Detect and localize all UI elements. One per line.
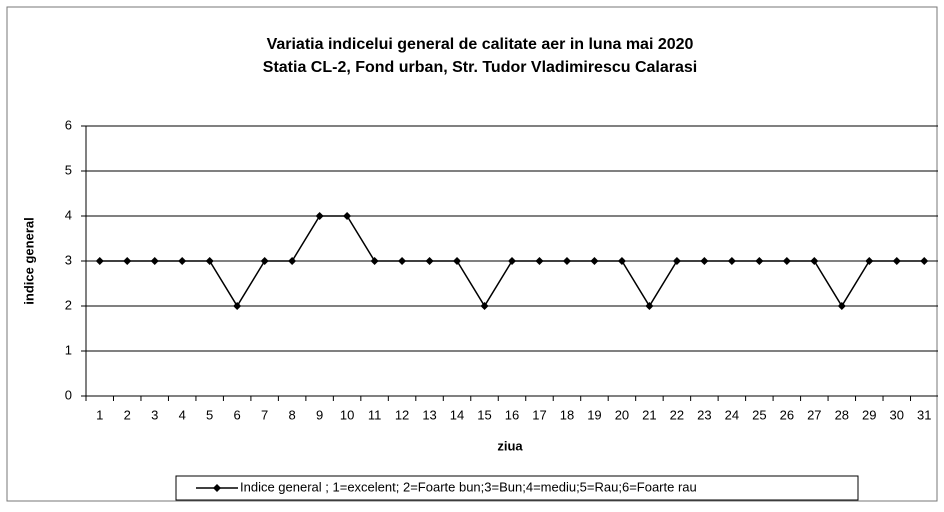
point <box>178 257 187 265</box>
point <box>233 302 242 310</box>
x-tick-label: 19 <box>587 407 601 422</box>
point <box>865 257 874 265</box>
point <box>205 257 214 265</box>
chart-subtitle: Statia CL-2, Fond urban, Str. Tudor Vlad… <box>263 59 697 76</box>
x-tick-label: 18 <box>560 407 574 422</box>
x-tick-label: 17 <box>532 407 546 422</box>
x-tick-label: 23 <box>697 407 711 422</box>
x-tick-label: 13 <box>422 407 436 422</box>
point <box>700 257 709 265</box>
x-tick-label: 14 <box>450 407 464 422</box>
y-tick-label: 0 <box>65 387 72 402</box>
x-tick-label: 22 <box>670 407 684 422</box>
x-tick-label: 29 <box>862 407 876 422</box>
x-tick-label: 25 <box>752 407 766 422</box>
point <box>810 257 819 265</box>
x-tick-label: 8 <box>289 407 296 422</box>
point <box>370 257 379 265</box>
point <box>562 257 571 265</box>
x-tick-label: 26 <box>780 407 794 422</box>
point <box>123 257 132 265</box>
point <box>150 257 159 265</box>
x-tick-label: 28 <box>835 407 849 422</box>
x-tick-label: 21 <box>642 407 656 422</box>
chart-title: Variatia indicelui general de calitate a… <box>267 36 694 53</box>
y-tick-label: 1 <box>65 342 72 357</box>
legend-marker <box>213 484 221 492</box>
x-tick-label: 30 <box>890 407 904 422</box>
point <box>782 257 791 265</box>
x-tick-label: 3 <box>151 407 158 422</box>
y-axis-title: indice general <box>21 217 36 304</box>
point <box>343 212 352 220</box>
point <box>727 257 736 265</box>
point <box>508 257 516 265</box>
y-tick-label: 4 <box>65 207 72 222</box>
x-tick-label: 9 <box>316 407 323 422</box>
point <box>315 212 324 220</box>
point <box>95 257 104 265</box>
x-tick-label: 1 <box>96 407 103 422</box>
point <box>920 257 929 265</box>
y-tick-label: 3 <box>65 252 72 267</box>
point <box>672 257 681 265</box>
x-tick-label: 24 <box>725 407 739 422</box>
point <box>837 302 846 310</box>
y-tick-label: 5 <box>65 162 72 177</box>
x-tick-label: 4 <box>179 407 186 422</box>
point <box>480 302 489 310</box>
x-tick-label: 12 <box>395 407 409 422</box>
x-tick-label: 7 <box>261 407 268 422</box>
point <box>892 257 901 265</box>
point <box>535 257 544 265</box>
legend-label: Indice general ; 1=excelent; 2=Foarte bu… <box>240 479 697 494</box>
y-tick-label: 6 <box>65 117 72 132</box>
x-tick-label: 15 <box>477 407 491 422</box>
point <box>590 257 599 265</box>
x-tick-label: 11 <box>368 407 382 422</box>
x-tick-label: 27 <box>807 407 821 422</box>
x-tick-label: 5 <box>206 407 213 422</box>
x-axis-title: ziua <box>497 438 523 453</box>
point <box>288 257 297 265</box>
point <box>453 257 462 265</box>
y-tick-label: 2 <box>65 297 72 312</box>
x-tick-label: 10 <box>340 407 354 422</box>
legend-box <box>175 475 859 501</box>
point <box>617 257 626 265</box>
x-tick-label: 2 <box>124 407 131 422</box>
x-tick-label: 6 <box>234 407 241 422</box>
point <box>398 257 407 265</box>
point <box>755 257 764 265</box>
x-tick-label: 31 <box>917 407 931 422</box>
point <box>645 302 654 310</box>
point <box>260 257 269 265</box>
x-tick-label: 20 <box>615 407 629 422</box>
chart-border <box>6 6 938 502</box>
point <box>425 257 434 265</box>
x-tick-label: 16 <box>505 407 519 422</box>
